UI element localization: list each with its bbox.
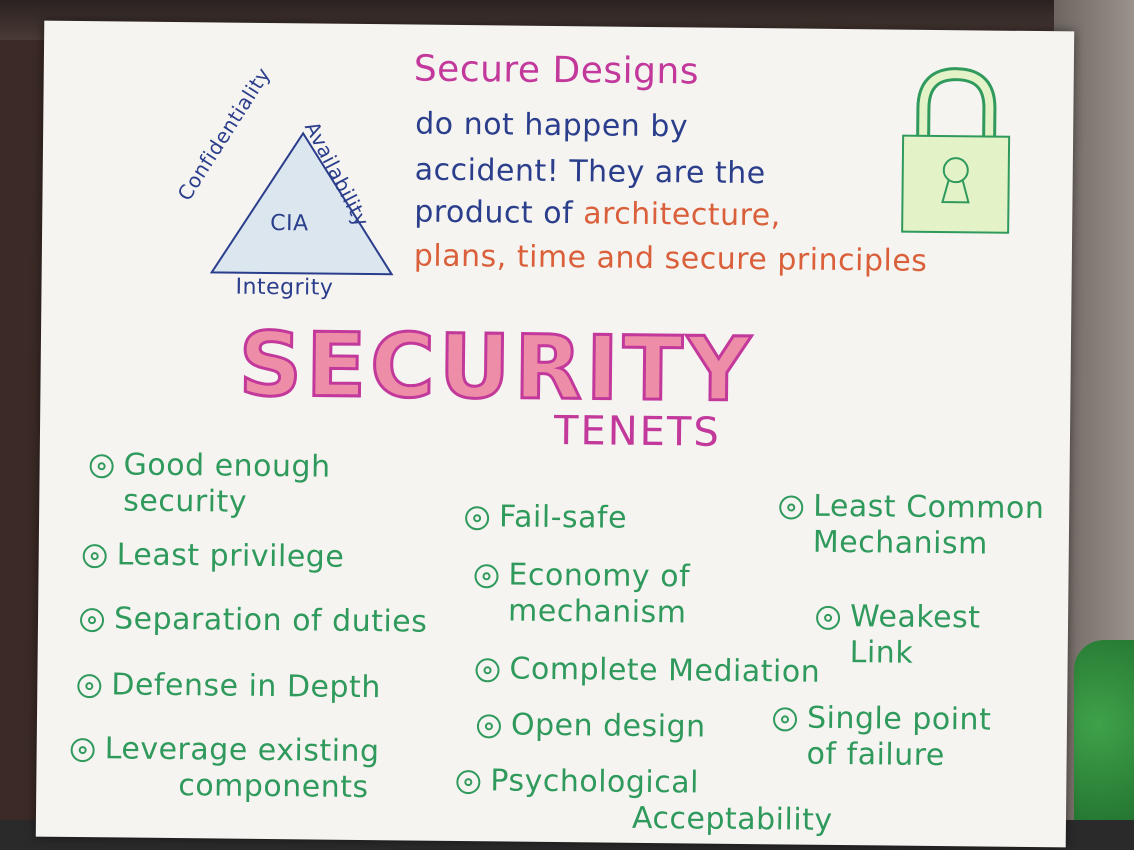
tenets-subtitle: TENETS <box>553 407 721 456</box>
heading-line-1: do not happen by <box>415 106 689 145</box>
heading-line-2: accident! They are the <box>414 152 766 192</box>
tenet-item: Complete Mediation <box>475 651 820 691</box>
tenet-item: Single point of failure <box>772 700 991 774</box>
tenet-text: Least Common <box>813 488 1045 527</box>
bullet-icon <box>70 737 95 762</box>
tenet-text: Weakest <box>849 599 981 636</box>
cia-diagram: CIA Confidentiality Availability Integri… <box>173 63 424 325</box>
integrity-label: Integrity <box>235 274 334 301</box>
tenet-item: Economy of mechanism <box>474 557 690 631</box>
tenet-text-continued: mechanism <box>507 593 687 631</box>
bullet-icon <box>779 494 804 520</box>
tenet-item: Leverage existing components <box>70 731 380 806</box>
tenet-text: Complete Mediation <box>509 651 821 690</box>
bullet-icon <box>476 713 502 738</box>
bullet-icon <box>79 607 105 632</box>
tenet-text: Open design <box>510 707 706 745</box>
bullet-icon <box>89 453 114 478</box>
tenet-text-continued: of failure <box>806 736 946 774</box>
tenet-item: Psychological Acceptability <box>456 763 833 839</box>
bullet-icon <box>474 563 499 588</box>
tenet-item: Good enough security <box>89 447 331 522</box>
tenet-text-continued: Link <box>849 635 914 671</box>
tenet-item: Defense in Depth <box>77 667 381 706</box>
tenet-text: Good enough <box>123 447 331 485</box>
cia-center-label: CIA <box>270 211 309 237</box>
heading-line-3: product of architecture, <box>414 195 781 234</box>
green-fabric <box>1074 640 1134 850</box>
heading-line-4: plans, time and secure principles <box>413 238 928 279</box>
tenet-text-continued: Mechanism <box>812 524 988 562</box>
tenet-text: Economy of <box>508 557 691 595</box>
tenet-text-continued: Acceptability <box>631 800 833 838</box>
tenet-item: Separation of duties <box>79 601 428 641</box>
poster: CIA Confidentiality Availability Integri… <box>35 20 1075 848</box>
bullet-icon <box>464 505 490 530</box>
bullet-icon <box>82 543 107 568</box>
tenet-item: Least Common Mechanism <box>779 488 1045 563</box>
secure-designs-title: Secure Designs <box>413 48 700 93</box>
tenet-text: Single point <box>806 700 992 738</box>
padlock-icon <box>901 67 1011 234</box>
tenet-text: Fail-safe <box>498 499 628 536</box>
bullet-icon <box>815 605 841 630</box>
tenet-item: Fail-safe <box>464 499 628 537</box>
security-title: SECURITY <box>237 311 757 422</box>
bullet-icon <box>456 769 481 794</box>
bullet-icon <box>772 706 798 732</box>
heading-line-3b: architecture, <box>583 196 781 234</box>
tenet-text: Leverage existing <box>104 731 380 770</box>
tenet-text: Least privilege <box>116 537 345 575</box>
tenet-text-continued: components <box>178 768 369 806</box>
tenet-text: Psychological <box>490 763 700 801</box>
tenet-item: Weakest Link <box>815 599 981 673</box>
bullet-icon <box>77 673 102 698</box>
tenet-text-continued: security <box>123 483 248 520</box>
bullet-icon <box>475 657 500 682</box>
heading-line-3a: product of <box>414 194 574 232</box>
cia-triangle-icon <box>209 131 394 276</box>
tenet-text: Defense in Depth <box>111 667 382 706</box>
tenet-item: Least privilege <box>82 537 345 576</box>
tenet-item: Open design <box>476 707 706 745</box>
tenet-text: Separation of duties <box>113 601 428 640</box>
